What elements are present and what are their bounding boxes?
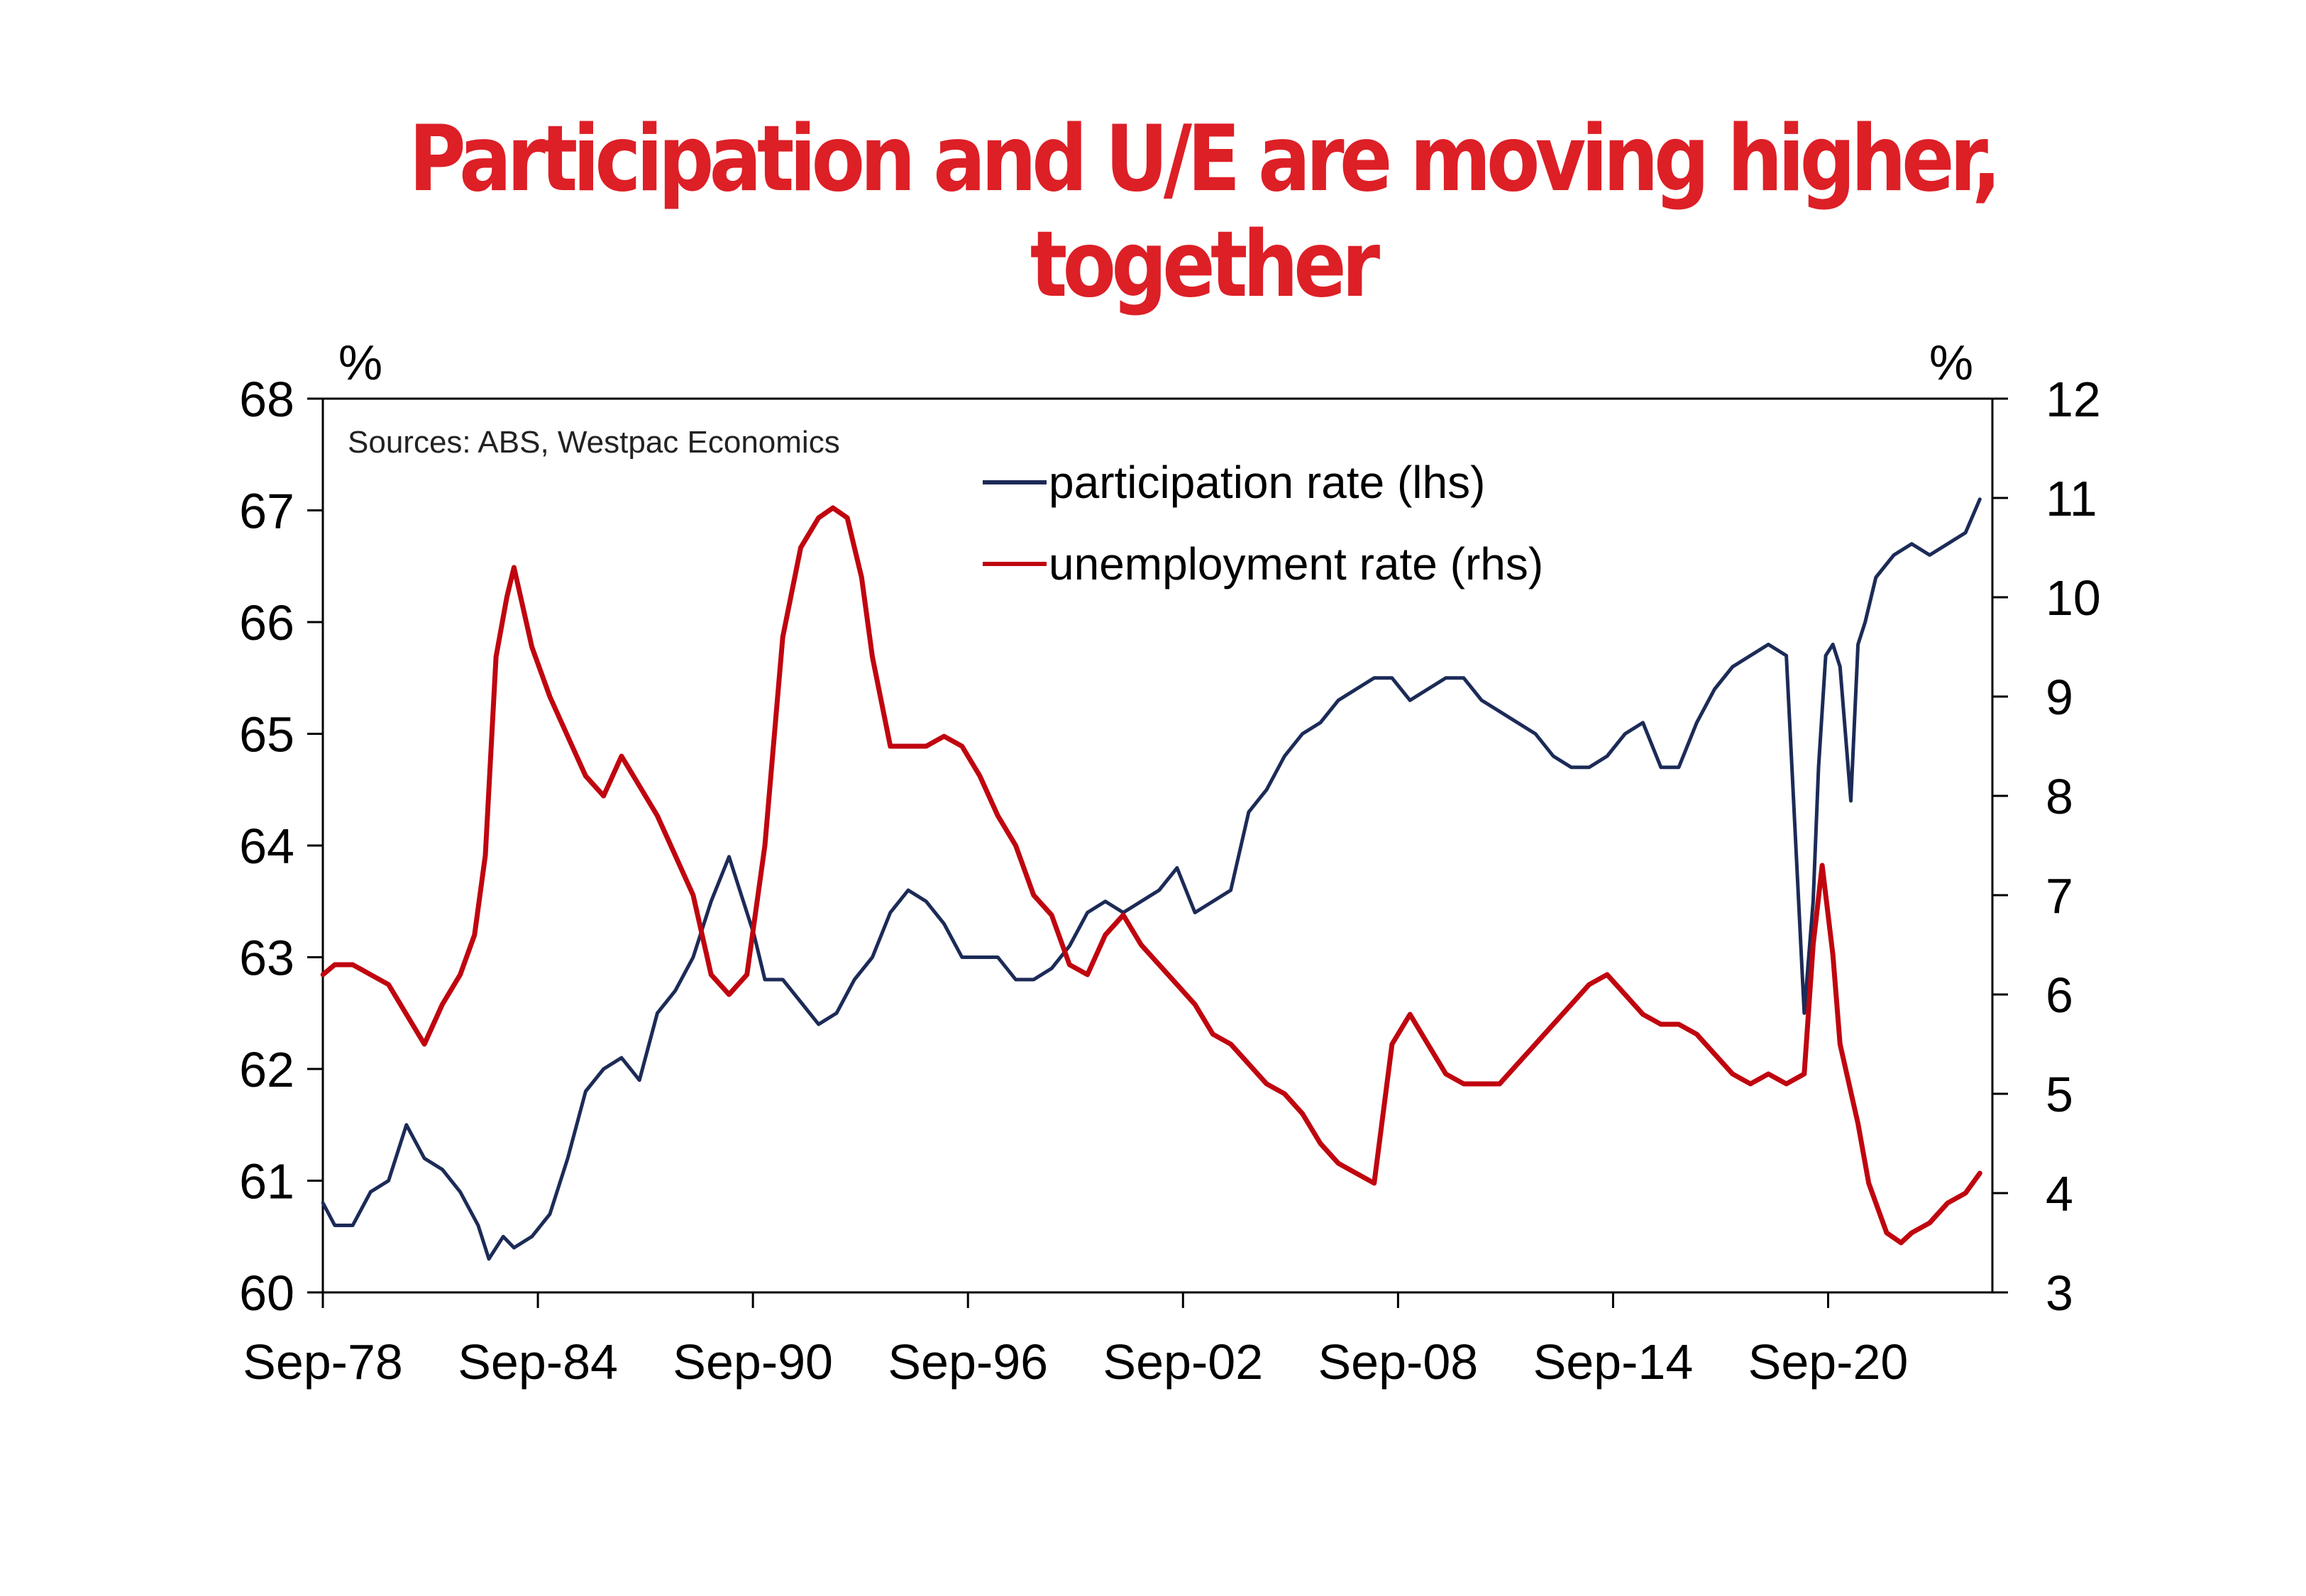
x-tick-label: Sep-90 bbox=[673, 1334, 833, 1390]
source-note: Sources: ABS, Westpac Economics bbox=[348, 425, 840, 460]
plot-border bbox=[321, 397, 1994, 1294]
x-axis: Sep-78 Sep-84 Sep-90 Sep-96 Sep-02 Sep-08 Sep-… bbox=[243, 1292, 1908, 1390]
right-tick-label: 6 bbox=[2046, 968, 2073, 1023]
legend-label-participation: participation rate (lhs) bbox=[1049, 457, 1485, 508]
right-axis-unit: % bbox=[1929, 335, 1973, 390]
left-tick-label: 67 bbox=[239, 484, 294, 539]
right-tick-label: 4 bbox=[2046, 1166, 2073, 1221]
x-tick-label: Sep-02 bbox=[1103, 1334, 1263, 1390]
left-tick-label: 63 bbox=[239, 931, 294, 986]
left-tick-label: 60 bbox=[239, 1265, 294, 1321]
left-tick-label: 68 bbox=[239, 372, 294, 427]
x-tick-label: Sep-78 bbox=[243, 1334, 403, 1390]
legend-label-unemployment: unemployment rate (rhs) bbox=[1049, 538, 1543, 589]
left-tick-label: 66 bbox=[239, 595, 294, 650]
right-tick-label: 3 bbox=[2046, 1265, 2073, 1321]
left-tick-label: 61 bbox=[239, 1154, 294, 1209]
right-tick-label: 10 bbox=[2046, 570, 2101, 626]
participation-rate-line bbox=[321, 497, 1982, 1261]
chart-title: Participation and U/E are moving higher,… bbox=[409, 106, 2002, 318]
right-tick-label: 9 bbox=[2046, 670, 2073, 725]
x-tick-label: Sep-20 bbox=[1748, 1334, 1909, 1390]
left-tick-label: 62 bbox=[239, 1042, 294, 1097]
left-axis-unit: % bbox=[338, 335, 382, 390]
right-tick-label: 12 bbox=[2046, 372, 2101, 427]
x-tick-label: Sep-96 bbox=[888, 1334, 1048, 1390]
unemployment-rate-line bbox=[320, 505, 1982, 1246]
left-tick-label: 65 bbox=[239, 707, 294, 763]
left-axis: 60 61 62 63 64 65 66 67 68 bbox=[239, 372, 323, 1321]
right-tick-label: 8 bbox=[2046, 769, 2073, 824]
series-layer bbox=[320, 497, 1982, 1261]
right-tick-label: 5 bbox=[2046, 1067, 2073, 1122]
x-tick-label: Sep-08 bbox=[1318, 1334, 1478, 1390]
x-tick-label: Sep-84 bbox=[458, 1334, 618, 1390]
plot-frame bbox=[321, 397, 1994, 1294]
legend: participation rate (lhs) unemployment ra… bbox=[983, 457, 1543, 589]
right-tick-label: 7 bbox=[2046, 868, 2073, 924]
right-tick-label: 11 bbox=[2046, 471, 2097, 526]
left-tick-label: 64 bbox=[239, 819, 294, 874]
x-tick-label: Sep-14 bbox=[1533, 1334, 1694, 1390]
right-axis: 3 4 5 6 7 8 9 10 11 12 bbox=[1992, 372, 2101, 1321]
